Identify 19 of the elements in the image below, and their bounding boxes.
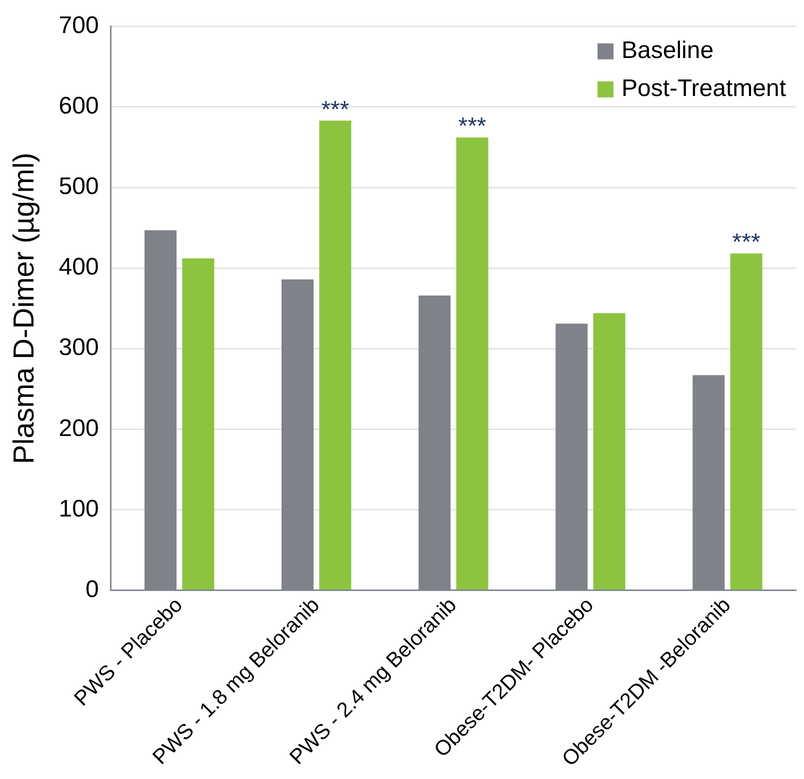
y-tick-label: 200 xyxy=(58,414,99,442)
y-axis-title: Plasma D-Dimer (µg/ml) xyxy=(8,152,40,464)
legend-label: Baseline xyxy=(622,37,714,64)
y-tick-label: 400 xyxy=(58,254,99,281)
bar xyxy=(593,313,626,590)
y-tick-label: 0 xyxy=(85,576,99,603)
bar xyxy=(182,258,214,590)
bar xyxy=(456,138,488,590)
annotation: *** xyxy=(732,229,760,256)
annotation: *** xyxy=(321,96,350,124)
y-tick-label: 500 xyxy=(58,173,99,200)
y-tick-label: 300 xyxy=(58,334,99,362)
y-tick-label: 600 xyxy=(58,92,99,120)
bar xyxy=(319,120,352,590)
y-tick-label: 100 xyxy=(58,495,99,522)
y-tick-label: 700 xyxy=(58,12,99,40)
bar xyxy=(730,254,762,590)
annotation: *** xyxy=(458,113,486,140)
legend-label: Post-Treatment xyxy=(622,75,786,102)
